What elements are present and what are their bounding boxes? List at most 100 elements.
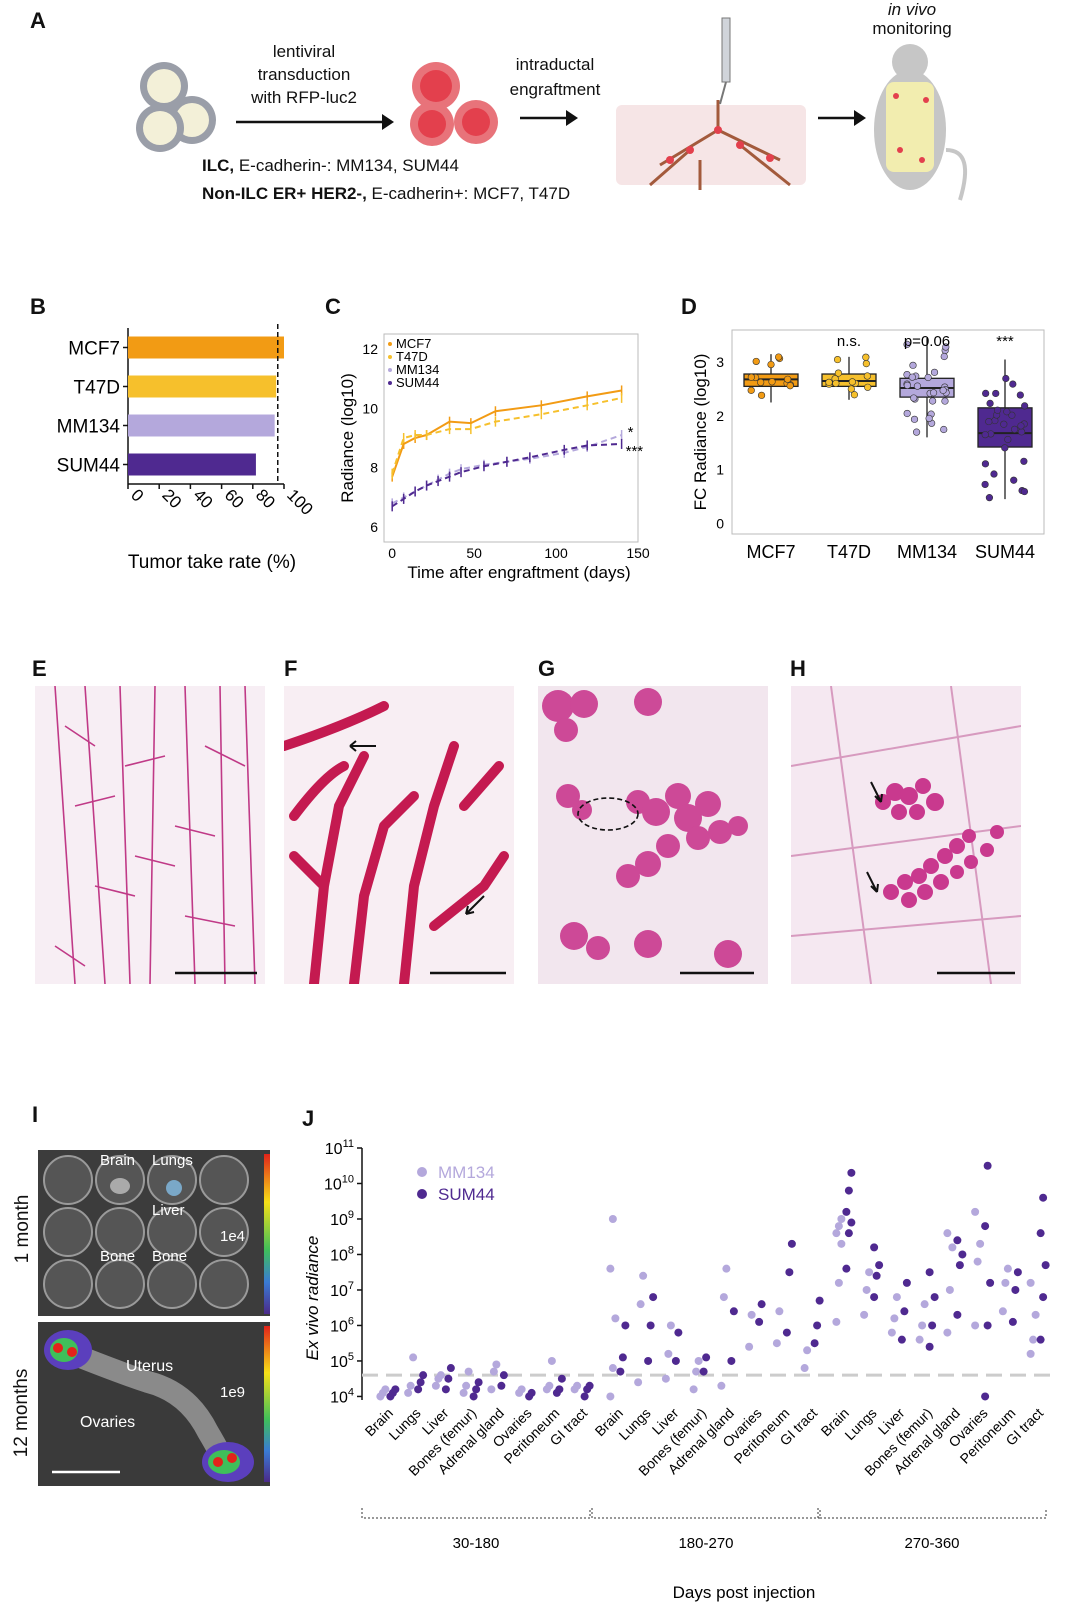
point-sum44 bbox=[981, 480, 989, 489]
point-sum44 bbox=[1011, 1285, 1020, 1294]
point-sum44 bbox=[993, 406, 1002, 414]
point-mm134 bbox=[865, 1268, 874, 1277]
point-sum44 bbox=[755, 1317, 764, 1326]
point-sum44 bbox=[986, 1278, 995, 1287]
point-mm134 bbox=[940, 425, 948, 434]
point-mm134 bbox=[913, 382, 922, 390]
point-sum44 bbox=[585, 1381, 594, 1390]
point-sum44 bbox=[1020, 457, 1028, 465]
bar-t47d bbox=[128, 375, 277, 398]
point-sum44 bbox=[555, 1385, 564, 1394]
panel-label-b: B bbox=[30, 294, 46, 319]
ex-vivo-12-months-image bbox=[38, 1322, 270, 1486]
point-mm134 bbox=[939, 386, 947, 394]
point-mm134 bbox=[1001, 1278, 1010, 1287]
y-tick-label: 3 bbox=[716, 354, 724, 370]
point-sum44 bbox=[847, 1218, 856, 1227]
point-sum44 bbox=[1010, 476, 1018, 484]
point-mcf7 bbox=[767, 360, 775, 369]
panel-label-h: H bbox=[790, 656, 806, 681]
point-mm134 bbox=[775, 1307, 784, 1316]
point-sum44 bbox=[1020, 487, 1029, 496]
point-mm134 bbox=[903, 409, 911, 418]
legend-label-sum44: SUM44 bbox=[438, 1185, 495, 1204]
point-sum44 bbox=[1016, 391, 1024, 399]
point-sum44 bbox=[844, 1229, 853, 1238]
arrow-icon bbox=[465, 895, 485, 915]
category-label-mm134: MM134 bbox=[897, 542, 957, 562]
point-mcf7 bbox=[747, 386, 755, 394]
point-mm134 bbox=[910, 415, 919, 423]
point-sum44 bbox=[983, 1161, 992, 1170]
point-mm134 bbox=[832, 1317, 841, 1326]
legend-label-mcf7: MCF7 bbox=[396, 336, 431, 351]
ex-vivo-radiance-scatter: 10410510610710810910101011BrainLungsLive… bbox=[303, 1138, 1058, 1602]
series-line-t47d bbox=[391, 396, 622, 474]
group-bracket bbox=[817, 1508, 1047, 1519]
point-mm134 bbox=[404, 1388, 413, 1397]
point-t47d bbox=[825, 378, 833, 386]
point-mm134 bbox=[517, 1385, 526, 1394]
point-sum44 bbox=[1000, 420, 1008, 428]
mammary-duct-injection-illustration bbox=[616, 17, 806, 190]
x-axis-title: Time after engraftment (days) bbox=[407, 563, 630, 582]
tissue-label: Lungs bbox=[841, 1405, 879, 1443]
point-sum44 bbox=[1013, 1268, 1022, 1277]
panel-a-schematic bbox=[136, 17, 968, 201]
scale-1e9: 1e9 bbox=[220, 1384, 246, 1401]
point-mm134 bbox=[908, 373, 916, 381]
group-label: 180-270 bbox=[678, 1535, 733, 1552]
point-mm134 bbox=[406, 1381, 415, 1390]
point-sum44 bbox=[472, 1385, 481, 1394]
point-mm134 bbox=[948, 1243, 957, 1252]
point-sum44 bbox=[981, 431, 989, 439]
point-sum44 bbox=[897, 1335, 906, 1344]
point-sum44 bbox=[618, 1353, 627, 1362]
point-mm134 bbox=[943, 1328, 952, 1337]
label-liver: Liver bbox=[152, 1202, 185, 1219]
significance-sum44: *** bbox=[996, 333, 1014, 350]
point-sum44 bbox=[958, 1250, 967, 1259]
row-label-12-months: 12 months bbox=[11, 1368, 32, 1458]
point-mm134 bbox=[940, 352, 948, 361]
point-sum44 bbox=[955, 1261, 964, 1270]
point-sum44 bbox=[699, 1367, 708, 1376]
point-mm134 bbox=[1026, 1278, 1035, 1287]
point-sum44 bbox=[982, 389, 990, 398]
point-mm134 bbox=[722, 1264, 731, 1273]
point-sum44 bbox=[497, 1381, 506, 1390]
point-sum44 bbox=[419, 1371, 428, 1380]
y-tick-label: 8 bbox=[370, 460, 378, 476]
point-sum44 bbox=[928, 1321, 937, 1330]
category-label-t47d: T47D bbox=[74, 378, 120, 399]
point-mm134 bbox=[666, 1321, 675, 1330]
point-sum44 bbox=[729, 1307, 738, 1316]
point-mm134 bbox=[973, 1257, 982, 1266]
point-mm134 bbox=[929, 397, 937, 405]
arrow-icon bbox=[349, 740, 376, 752]
label-ovaries: Ovaries bbox=[80, 1414, 136, 1431]
arrow-icon bbox=[866, 871, 879, 893]
point-sum44 bbox=[580, 1392, 589, 1401]
point-mm134 bbox=[462, 1381, 471, 1390]
y-tick-label: 0 bbox=[716, 515, 724, 531]
dashed-circle-annotation bbox=[577, 797, 639, 831]
point-mcf7 bbox=[784, 375, 792, 383]
untransduced-cells-icon bbox=[136, 62, 216, 152]
point-mm134 bbox=[915, 1335, 924, 1344]
significance-t47d: n.s. bbox=[837, 333, 861, 350]
tissue-label: Lungs bbox=[385, 1405, 423, 1443]
legend-marker-sum44 bbox=[388, 381, 392, 385]
point-sum44 bbox=[1017, 428, 1026, 436]
point-sum44 bbox=[1021, 402, 1029, 410]
point-mm134 bbox=[492, 1360, 501, 1369]
legend-label-mm134: MM134 bbox=[396, 362, 439, 377]
panel-label-g: G bbox=[538, 656, 556, 681]
category-label-mm134: MM134 bbox=[57, 417, 121, 438]
point-mcf7 bbox=[747, 373, 755, 381]
bar-sum44 bbox=[128, 453, 256, 476]
label-lungs: Lungs bbox=[152, 1152, 193, 1169]
point-sum44 bbox=[992, 389, 1000, 398]
arrow-icon bbox=[382, 114, 394, 130]
